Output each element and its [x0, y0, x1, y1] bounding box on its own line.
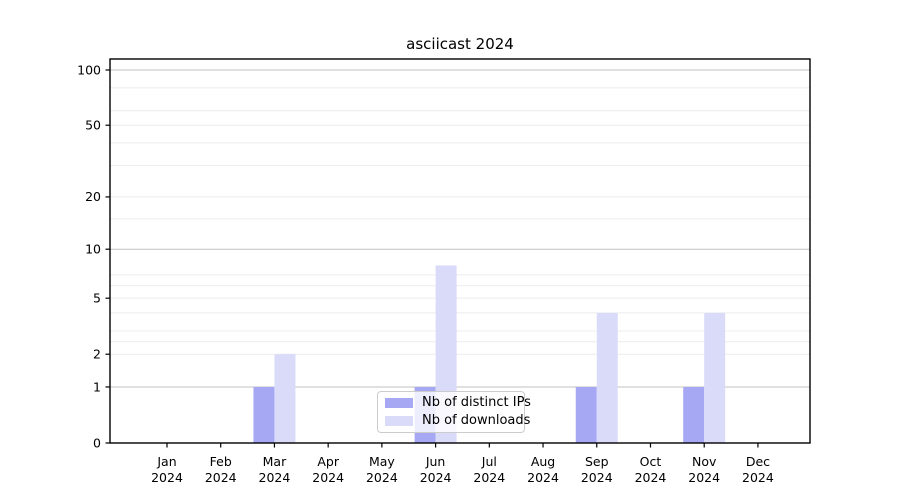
x-tick-label-year: 2024 — [527, 470, 559, 485]
legend-label-distinct-ips: Nb of distinct IPs — [422, 395, 531, 410]
bar-ips-mar — [253, 386, 275, 443]
x-tick-label-month: May — [369, 454, 395, 469]
y-tick-label: 20 — [85, 189, 101, 204]
x-tick-label-month: Sep — [585, 454, 609, 469]
x-tick-label-year: 2024 — [205, 470, 237, 485]
x-tick-label-year: 2024 — [151, 470, 183, 485]
x-tick-label-month: Mar — [263, 454, 287, 469]
x-tick-label-month: Nov — [692, 454, 717, 469]
y-tick-label: 2 — [93, 347, 101, 362]
legend-item-downloads: Nb of downloads — [385, 414, 530, 428]
legend-swatch-downloads-icon — [385, 416, 413, 426]
bar-ips-sep — [575, 386, 597, 443]
y-tick-label: 5 — [93, 290, 101, 305]
chart-title: asciicast 2024 — [406, 35, 514, 53]
x-tick-label-month: Oct — [640, 454, 662, 469]
bar-downloads-sep — [596, 312, 618, 443]
x-tick-label-year: 2024 — [420, 470, 452, 485]
x-tick-label-year: 2024 — [259, 470, 291, 485]
legend: Nb of distinct IPs Nb of downloads — [377, 391, 531, 433]
x-tick-label-month: Jun — [425, 454, 446, 469]
plot-frame — [109, 58, 811, 444]
y-tick-label: 1 — [93, 379, 101, 394]
x-tick-label-year: 2024 — [581, 470, 613, 485]
x-tick-label-year: 2024 — [312, 470, 344, 485]
x-tick-label-month: Aug — [531, 454, 555, 469]
legend-swatch-distinct-ips-icon — [385, 398, 413, 408]
x-tick-label-month: Jul — [481, 454, 497, 469]
x-tick-label-year: 2024 — [742, 470, 774, 485]
x-tick-label-year: 2024 — [366, 470, 398, 485]
legend-label-downloads: Nb of downloads — [422, 413, 531, 428]
x-tick-label-month: Jan — [156, 454, 176, 469]
x-tick-label-year: 2024 — [635, 470, 667, 485]
bar-downloads-nov — [704, 312, 726, 443]
y-tick-label: 0 — [93, 435, 101, 450]
x-tick-label-month: Feb — [210, 454, 232, 469]
x-tick-label-year: 2024 — [473, 470, 505, 485]
y-tick-label: 10 — [85, 241, 101, 256]
x-tick-label-month: Dec — [746, 454, 770, 469]
y-tick-label: 100 — [77, 62, 101, 77]
legend-item-distinct-ips: Nb of distinct IPs — [385, 396, 531, 410]
x-tick-label-year: 2024 — [688, 470, 720, 485]
bar-downloads-mar — [274, 354, 296, 443]
y-tick-label: 50 — [85, 118, 101, 133]
x-tick-label-month: Apr — [317, 454, 339, 469]
bar-ips-nov — [683, 386, 705, 443]
